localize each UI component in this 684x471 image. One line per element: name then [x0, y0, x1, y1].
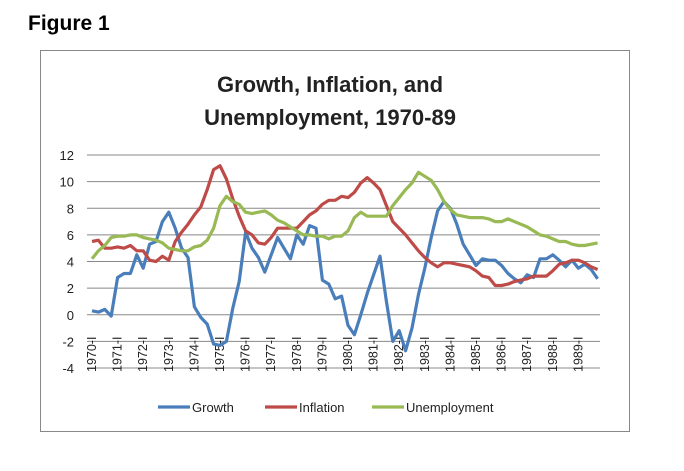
- chart-title-line: Unemployment, 1970-89: [204, 105, 456, 130]
- figure-label: Figure 1: [28, 12, 110, 35]
- x-tick-label: 1973-I: [162, 337, 176, 372]
- chart-frame: [40, 50, 630, 432]
- x-tick-label: 1979-I: [315, 337, 329, 372]
- legend-item-growth: Growth: [158, 400, 234, 415]
- x-tick-label: 1985-I: [469, 337, 483, 372]
- y-tick-label: 0: [67, 308, 74, 323]
- y-tick-label: 8: [67, 201, 74, 216]
- chart-title-line: Growth, Inflation, and: [217, 72, 443, 97]
- y-tick-label: 12: [60, 148, 74, 163]
- x-tick-label: 1983-I: [418, 337, 432, 372]
- x-tick-label: 1977-I: [264, 337, 278, 372]
- series-line-inflation: [91, 164, 599, 288]
- x-tick-label: 1971-I: [111, 337, 125, 372]
- y-tick-label: -2: [62, 334, 74, 349]
- x-tick-label: 1972-I: [136, 337, 150, 372]
- legend-item-unemployment: Unemployment: [372, 400, 494, 415]
- x-tick-label: 1988-I: [546, 337, 560, 372]
- x-tick-label: 1981-I: [367, 337, 381, 372]
- x-tick-label: 1974-I: [187, 337, 201, 372]
- x-tick-label: 1989-I: [571, 337, 585, 372]
- y-tick-label: 2: [67, 281, 74, 296]
- x-tick-label: 1978-I: [290, 337, 304, 372]
- y-tick-label: 4: [67, 255, 74, 270]
- x-tick-label: 1986-I: [495, 337, 509, 372]
- x-tick-label: 1987-I: [520, 337, 534, 372]
- series-line-unemployment: [90, 170, 598, 260]
- x-tick-label: 1970-I: [85, 337, 99, 372]
- y-tick-label: -4: [62, 361, 74, 376]
- legend-item-inflation: Inflation: [265, 400, 345, 415]
- legend-label: Growth: [192, 400, 234, 415]
- x-tick-label: 1984-I: [443, 337, 457, 372]
- legend-label: Unemployment: [406, 400, 494, 415]
- x-tick-label: 1976-I: [239, 337, 253, 372]
- legend-label: Inflation: [299, 400, 345, 415]
- y-tick-label: 10: [60, 175, 74, 190]
- y-tick-label: 6: [67, 228, 74, 243]
- series-line-growth: [91, 200, 599, 353]
- x-tick-label: 1980-I: [341, 337, 355, 372]
